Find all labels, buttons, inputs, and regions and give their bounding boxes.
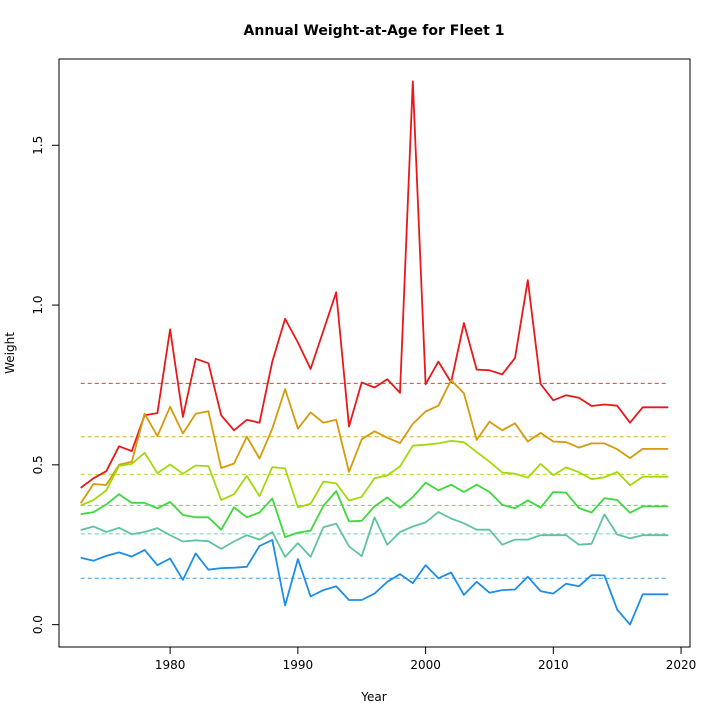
y-tick-label: 1.5 <box>31 136 45 155</box>
series-1-line <box>80 80 669 489</box>
chart-title: Annual Weight-at-Age for Fleet 1 <box>244 23 505 39</box>
x-tick-label: 2010 <box>538 658 569 672</box>
series-layer <box>79 80 669 626</box>
plot-frame <box>58 58 691 648</box>
x-tick-label: 2020 <box>666 658 697 672</box>
y-tick-label: 0.5 <box>31 455 45 474</box>
y-tick-label: 1.0 <box>31 296 45 315</box>
series-3-line <box>80 439 669 509</box>
series-4-line <box>80 481 669 538</box>
series-5-line <box>80 511 669 558</box>
series-6-line <box>80 539 669 626</box>
axes-layer: 1980 1990 2000 2010 2020 0.0 0.5 1.0 1.5 <box>31 136 696 672</box>
x-tick-label: 2000 <box>410 658 441 672</box>
x-tick-label: 1980 <box>155 658 186 672</box>
x-tick-label: 1990 <box>283 658 314 672</box>
y-axis-label: Weight <box>3 332 17 374</box>
y-tick-label: 0.0 <box>31 615 45 634</box>
x-axis-label: Year <box>360 690 386 704</box>
series-2-line <box>79 379 669 504</box>
